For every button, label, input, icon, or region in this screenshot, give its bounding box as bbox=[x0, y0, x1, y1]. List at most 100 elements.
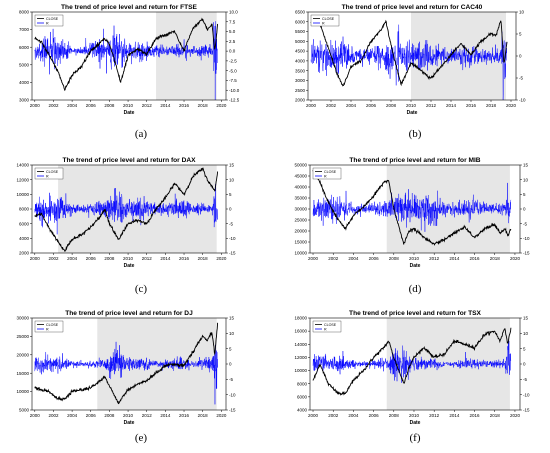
x-tick-label: 2006 bbox=[366, 103, 377, 108]
panel-caption: (b) bbox=[409, 128, 422, 140]
y-tick-label: 10000 bbox=[16, 192, 29, 197]
series-r-line bbox=[34, 21, 218, 101]
x-tick-label: 2018 bbox=[198, 103, 209, 108]
y2-tick-label: 5 bbox=[519, 32, 522, 37]
y2-tick-label: 5 bbox=[523, 192, 526, 197]
plot-frame bbox=[31, 11, 227, 101]
x-tick-label: 2010 bbox=[123, 256, 134, 261]
legend-r-label: R bbox=[322, 21, 325, 25]
x-tick-label: 2006 bbox=[86, 256, 97, 261]
legend-box bbox=[312, 320, 342, 333]
y2-tick-label: 10 bbox=[519, 10, 525, 15]
x-tick-label: 2006 bbox=[369, 413, 380, 418]
x-tick-label: 2002 bbox=[48, 103, 59, 108]
x-tick-label: 2004 bbox=[67, 103, 78, 108]
legend-box bbox=[312, 167, 342, 180]
y-tick-label: 8000 bbox=[19, 10, 30, 15]
y-tick-label: 14000 bbox=[16, 163, 29, 168]
y2-tick-label: 10 bbox=[229, 331, 235, 336]
y2-tick-label: 5 bbox=[523, 346, 526, 351]
x-tick-label: 2012 bbox=[429, 413, 440, 418]
x-tick-label: 2000 bbox=[30, 256, 41, 261]
y-tick-label: 6500 bbox=[295, 10, 306, 15]
x-tick-label: 2012 bbox=[142, 413, 153, 418]
y-tick-label: 20000 bbox=[294, 229, 307, 234]
x-tick-label: 2006 bbox=[86, 413, 97, 418]
y-tick-label: 2500 bbox=[295, 88, 306, 93]
y2-tick-label: 10 bbox=[523, 331, 529, 336]
x-tick-label: 2006 bbox=[86, 103, 97, 108]
y-tick-label: 25000 bbox=[16, 334, 29, 339]
y-tick-label: 20000 bbox=[16, 352, 29, 357]
series-close-line bbox=[312, 327, 512, 396]
x-tick-label: 2008 bbox=[104, 413, 115, 418]
y-tick-label: 6000 bbox=[295, 19, 306, 24]
chart-title: The trend of price level and return for … bbox=[349, 157, 480, 164]
legend-box bbox=[34, 320, 64, 333]
y-tick-label: 6000 bbox=[297, 394, 308, 399]
x-axis-label: Date bbox=[407, 110, 418, 116]
x-tick-label: 2002 bbox=[328, 256, 339, 261]
y-tick-label: 4000 bbox=[295, 58, 306, 63]
y2-tick-label: 0 bbox=[519, 54, 522, 59]
legend-box bbox=[34, 167, 64, 180]
chart-title: The trend of price level and return for … bbox=[61, 4, 198, 11]
legend-box bbox=[34, 14, 64, 27]
legend-close-label: CLOSE bbox=[46, 17, 59, 21]
y-tick-label: 30000 bbox=[16, 316, 29, 321]
x-tick-label: 2018 bbox=[490, 256, 501, 261]
y2-tick-label: -15 bbox=[523, 408, 530, 413]
legend-close-label: CLOSE bbox=[46, 323, 59, 327]
x-tick-label: 2016 bbox=[470, 413, 481, 418]
legend-r-label: R bbox=[46, 327, 49, 331]
chart-panel-a: 3000 4000 5000 6000 7000 8000 -12.5 -10.0 -7.5 -5… bbox=[19, 4, 240, 140]
y-tick-label: 12000 bbox=[16, 177, 29, 182]
y-tick-label: 3500 bbox=[295, 68, 306, 73]
x-tick-label: 2010 bbox=[409, 256, 420, 261]
y2-tick-label: 10.0 bbox=[229, 10, 238, 15]
y2-tick-label: -7.5 bbox=[229, 78, 237, 83]
y-tick-label: 12000 bbox=[294, 355, 307, 360]
x-tick-label: 2016 bbox=[466, 103, 477, 108]
x-tick-label: 2014 bbox=[449, 256, 460, 261]
panel-caption: (c) bbox=[135, 283, 148, 295]
y-tick-label: 50000 bbox=[294, 163, 307, 168]
y2-tick-label: 5 bbox=[229, 192, 232, 197]
y-tick-label: 15000 bbox=[16, 371, 29, 376]
chart-title: The trend of price level and return for … bbox=[65, 310, 193, 317]
y2-tick-label: -12.5 bbox=[229, 98, 240, 103]
x-axis-label: Date bbox=[410, 420, 421, 426]
y2-tick-label: 15 bbox=[523, 163, 529, 168]
y2-tick-label: -10.0 bbox=[229, 88, 240, 93]
y-tick-label: 25000 bbox=[294, 218, 307, 223]
panel-caption: (f) bbox=[410, 432, 421, 444]
y2-tick-label: -15 bbox=[523, 251, 530, 256]
x-tick-label: 2002 bbox=[48, 256, 59, 261]
chart-title: The trend of price level and return for … bbox=[349, 310, 481, 317]
y-tick-label: 6000 bbox=[19, 45, 30, 50]
x-tick-label: 2016 bbox=[179, 103, 190, 108]
y2-tick-label: 15 bbox=[523, 316, 529, 321]
chart-title: The trend of price level and return for … bbox=[342, 4, 483, 11]
y2-tick-label: 0.0 bbox=[229, 49, 236, 54]
y-tick-label: 35000 bbox=[294, 196, 307, 201]
series-r-line bbox=[310, 24, 508, 101]
y2-tick-label: 5.0 bbox=[229, 29, 236, 34]
y-tick-label: 10000 bbox=[16, 389, 29, 394]
chart-title: The trend of price level and return for … bbox=[63, 157, 197, 164]
x-tick-label: 2006 bbox=[369, 256, 380, 261]
x-tick-label: 2002 bbox=[48, 413, 59, 418]
series-r-line bbox=[34, 184, 218, 235]
x-tick-label: 2008 bbox=[104, 256, 115, 261]
x-tick-label: 2000 bbox=[308, 256, 319, 261]
x-tick-label: 2020 bbox=[216, 256, 227, 261]
x-tick-label: 2018 bbox=[490, 413, 501, 418]
x-tick-label: 2000 bbox=[306, 103, 317, 108]
y-tick-label: 3000 bbox=[19, 98, 30, 103]
panel-caption: (e) bbox=[135, 432, 148, 444]
x-tick-label: 2020 bbox=[506, 103, 517, 108]
x-tick-label: 2000 bbox=[30, 413, 41, 418]
